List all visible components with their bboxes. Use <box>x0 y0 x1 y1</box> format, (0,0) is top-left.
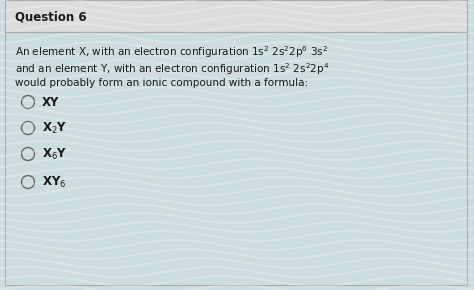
Text: XY$_6$: XY$_6$ <box>42 175 66 190</box>
Text: An element X, with an electron configuration 1s$^{2}$ 2s$^{2}$2p$^{6}$ 3s$^{2}$: An element X, with an electron configura… <box>15 44 328 60</box>
Text: X$_2$Y: X$_2$Y <box>42 120 67 135</box>
Text: Question 6: Question 6 <box>15 10 87 23</box>
Text: and an element Y, with an electron configuration 1s$^{2}$ 2s$^{2}$2p$^{4}$: and an element Y, with an electron confi… <box>15 61 329 77</box>
Text: XY: XY <box>42 95 59 108</box>
FancyBboxPatch shape <box>5 0 467 32</box>
Text: X$_6$Y: X$_6$Y <box>42 146 67 162</box>
Text: would probably form an ionic compound with a formula:: would probably form an ionic compound wi… <box>15 78 308 88</box>
